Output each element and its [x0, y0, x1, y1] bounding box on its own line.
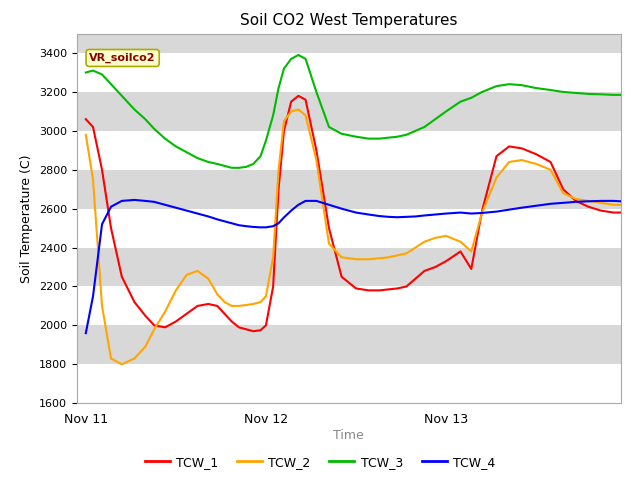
Bar — [77, 287, 621, 325]
TCW_1 — [172, 319, 180, 324]
TCW_1 — [269, 284, 277, 289]
Text: VR_soilco2: VR_soilco2 — [90, 53, 156, 63]
TCW_4 — [183, 208, 191, 214]
Line: TCW_1: TCW_1 — [86, 96, 621, 331]
TCW_3 — [385, 135, 392, 141]
TCW_4 — [131, 197, 138, 203]
Line: TCW_3: TCW_3 — [86, 55, 621, 168]
TCW_2 — [269, 254, 277, 260]
TCW_4 — [82, 330, 90, 336]
TCW_2 — [294, 107, 302, 112]
TCW_3 — [394, 134, 401, 140]
Bar — [77, 209, 621, 248]
TCW_1 — [431, 264, 439, 270]
Bar — [77, 53, 621, 92]
TCW_3 — [228, 165, 236, 171]
TCW_2 — [385, 254, 392, 260]
TCW_4 — [376, 213, 383, 219]
TCW_1 — [294, 93, 302, 99]
TCW_1 — [617, 210, 625, 216]
TCW_1 — [82, 116, 90, 122]
Bar — [77, 364, 621, 403]
Bar — [77, 131, 621, 170]
TCW_3 — [82, 70, 90, 75]
TCW_3 — [269, 112, 277, 118]
TCW_4 — [420, 213, 428, 218]
TCW_4 — [352, 210, 360, 216]
Y-axis label: Soil Temperature (C): Soil Temperature (C) — [20, 154, 33, 283]
TCW_3 — [365, 136, 372, 142]
Legend: TCW_1, TCW_2, TCW_3, TCW_4: TCW_1, TCW_2, TCW_3, TCW_4 — [140, 451, 500, 474]
TCW_2 — [118, 361, 125, 367]
TCW_3 — [172, 144, 180, 149]
TCW_1 — [394, 286, 401, 291]
TCW_2 — [617, 202, 625, 208]
X-axis label: Time: Time — [333, 429, 364, 442]
Line: TCW_2: TCW_2 — [86, 109, 621, 364]
TCW_4 — [617, 198, 625, 204]
TCW_2 — [365, 256, 372, 262]
TCW_3 — [617, 92, 625, 98]
TCW_4 — [385, 214, 392, 220]
TCW_2 — [431, 235, 439, 241]
TCW_1 — [365, 288, 372, 293]
Title: Soil CO2 West Temperatures: Soil CO2 West Temperatures — [240, 13, 458, 28]
TCW_1 — [385, 287, 392, 292]
TCW_2 — [394, 252, 401, 258]
Line: TCW_4: TCW_4 — [86, 200, 621, 333]
TCW_2 — [82, 132, 90, 138]
TCW_4 — [269, 223, 277, 229]
TCW_3 — [431, 116, 439, 122]
TCW_1 — [250, 328, 257, 334]
TCW_3 — [294, 52, 302, 58]
TCW_2 — [183, 272, 191, 278]
